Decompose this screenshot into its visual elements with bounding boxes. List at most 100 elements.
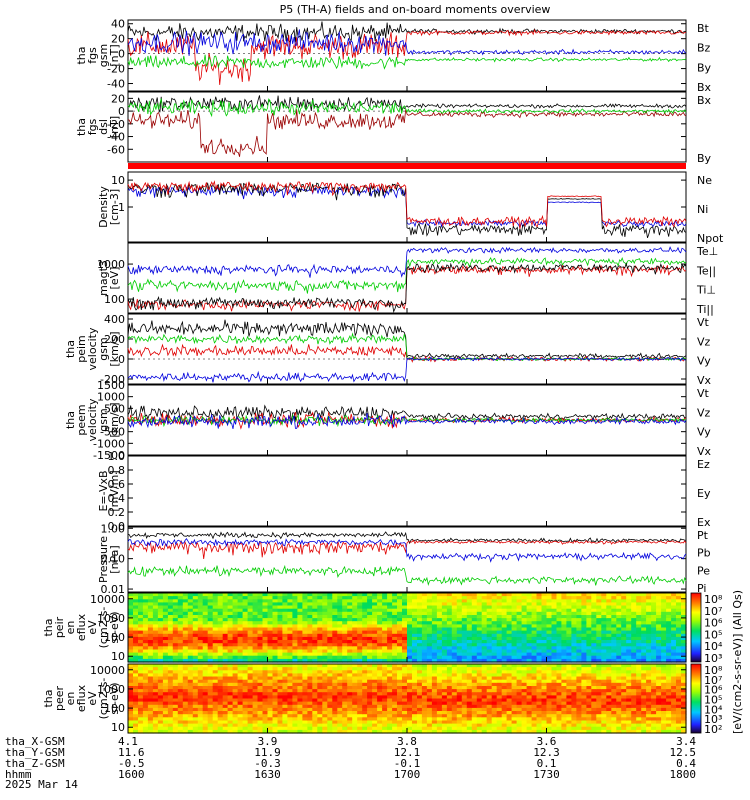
spectrogram-cell bbox=[546, 615, 553, 619]
spectrogram-cell bbox=[317, 686, 323, 690]
spectrogram-cell bbox=[436, 664, 443, 668]
spectrogram-cell bbox=[441, 692, 448, 696]
spectrogram-cell bbox=[292, 664, 298, 668]
spectrogram-cell bbox=[581, 636, 587, 641]
spectrogram-cell bbox=[486, 646, 493, 650]
spectrogram-cell bbox=[302, 643, 308, 647]
spectrogram-cell bbox=[571, 723, 577, 728]
spectrogram-cell bbox=[476, 676, 483, 681]
spectrogram-cell bbox=[451, 711, 458, 715]
spectrogram-cell bbox=[641, 618, 647, 622]
spectrogram-cell bbox=[197, 627, 204, 632]
spectrogram-cell bbox=[466, 707, 473, 712]
spectrogram-cell bbox=[202, 689, 209, 693]
spectrogram-cell bbox=[546, 630, 553, 635]
spectrogram-cell bbox=[681, 633, 687, 638]
spectrogram-cell bbox=[167, 633, 174, 638]
spectrogram-cell bbox=[222, 602, 229, 607]
spectrogram-cell bbox=[252, 649, 259, 654]
spectrogram-cell bbox=[322, 611, 328, 616]
spectrogram-cell bbox=[252, 714, 259, 718]
spectrogram-cell bbox=[352, 599, 358, 603]
spectrogram-cell bbox=[471, 729, 478, 734]
spectrogram-cell bbox=[651, 611, 657, 616]
spectrogram-cell bbox=[282, 630, 288, 635]
spectrogram-cell bbox=[142, 630, 149, 635]
spectrogram-cell bbox=[357, 599, 363, 603]
spectrogram-cell bbox=[287, 695, 293, 700]
spectrogram-cell bbox=[277, 652, 284, 657]
spectrogram-cell bbox=[656, 611, 662, 616]
spectrogram-cell bbox=[546, 673, 553, 678]
spectrogram-cell bbox=[367, 717, 373, 721]
spectrogram-cell bbox=[232, 695, 239, 700]
spectrogram-cell bbox=[671, 621, 677, 625]
spectrogram-cell bbox=[272, 630, 279, 635]
spectrogram-cell bbox=[152, 636, 159, 641]
spectrogram-cell bbox=[417, 701, 423, 706]
spectrogram-cell bbox=[167, 701, 174, 706]
spectrogram-cell bbox=[172, 618, 179, 622]
spectrogram-cell bbox=[456, 667, 463, 671]
spectrogram-cell bbox=[466, 633, 473, 638]
spectrogram-cell bbox=[402, 658, 408, 663]
spectrogram-cell bbox=[387, 593, 393, 597]
spectrogram-cell bbox=[327, 630, 333, 635]
spectrogram-cell bbox=[282, 673, 288, 678]
spectrogram-cell bbox=[202, 602, 209, 607]
spectrogram-cell bbox=[641, 652, 647, 657]
spectrogram-cell bbox=[491, 679, 498, 684]
spectrogram-cell bbox=[232, 655, 239, 660]
spectrogram-cell bbox=[272, 714, 279, 718]
spectrogram-cell bbox=[551, 627, 558, 632]
spectrogram-cell bbox=[431, 621, 438, 625]
spectrogram-cell bbox=[412, 596, 418, 600]
spectrogram-cell bbox=[192, 682, 199, 687]
spectrogram-cell bbox=[531, 695, 538, 700]
spectrogram-cell bbox=[681, 630, 687, 635]
spectrogram-cell bbox=[142, 633, 149, 638]
spectrogram-cell bbox=[312, 627, 318, 632]
spectrogram-cell bbox=[207, 698, 214, 703]
spectrogram-cell bbox=[237, 608, 244, 613]
spectrogram-cell bbox=[576, 707, 582, 712]
spectrogram-cell bbox=[511, 643, 518, 647]
spectrogram-cell bbox=[372, 664, 378, 668]
series-ti-perp bbox=[127, 256, 687, 294]
spectrogram-cell bbox=[646, 649, 652, 654]
spectrogram-cell bbox=[182, 682, 189, 687]
spectrogram-cell bbox=[666, 652, 672, 657]
spectrogram-cell bbox=[128, 670, 134, 674]
spectrogram-cell bbox=[412, 720, 418, 725]
spectrogram-cell bbox=[322, 624, 328, 629]
spectrogram-cell bbox=[516, 640, 523, 644]
spectrogram-cell bbox=[566, 649, 572, 654]
spectrogram-cell bbox=[207, 643, 214, 647]
spectrogram-cell bbox=[142, 640, 149, 644]
spectrogram-cell bbox=[317, 652, 323, 657]
spectrogram-cell bbox=[342, 649, 348, 654]
spectrogram-cell bbox=[128, 717, 134, 721]
spectrogram-cell bbox=[152, 611, 159, 616]
spectrogram-cell bbox=[287, 630, 293, 635]
spectrogram-cell bbox=[197, 720, 204, 725]
spectrogram-cell bbox=[327, 593, 333, 597]
spectrogram-cell bbox=[426, 689, 433, 693]
spectrogram-cell bbox=[551, 686, 558, 690]
spectrogram-cell bbox=[681, 624, 687, 629]
spectrogram-cell bbox=[402, 593, 408, 597]
spectrogram-cell bbox=[367, 714, 373, 718]
spectrogram-cell bbox=[641, 646, 647, 650]
spectrogram-cell bbox=[521, 701, 528, 706]
spectrogram-cell bbox=[596, 655, 602, 660]
spectrogram-cell bbox=[207, 682, 214, 687]
spectrogram-cell bbox=[621, 605, 627, 610]
spectrogram-cell bbox=[636, 640, 642, 644]
spectrogram-cell bbox=[511, 655, 518, 660]
spectrogram-cell bbox=[133, 695, 139, 700]
spectrogram-cell bbox=[476, 667, 483, 671]
spectrogram-cell bbox=[591, 658, 597, 663]
spectrogram-cell bbox=[187, 640, 194, 644]
spectrogram-cell bbox=[516, 689, 523, 693]
spectrogram-cell bbox=[556, 615, 563, 619]
